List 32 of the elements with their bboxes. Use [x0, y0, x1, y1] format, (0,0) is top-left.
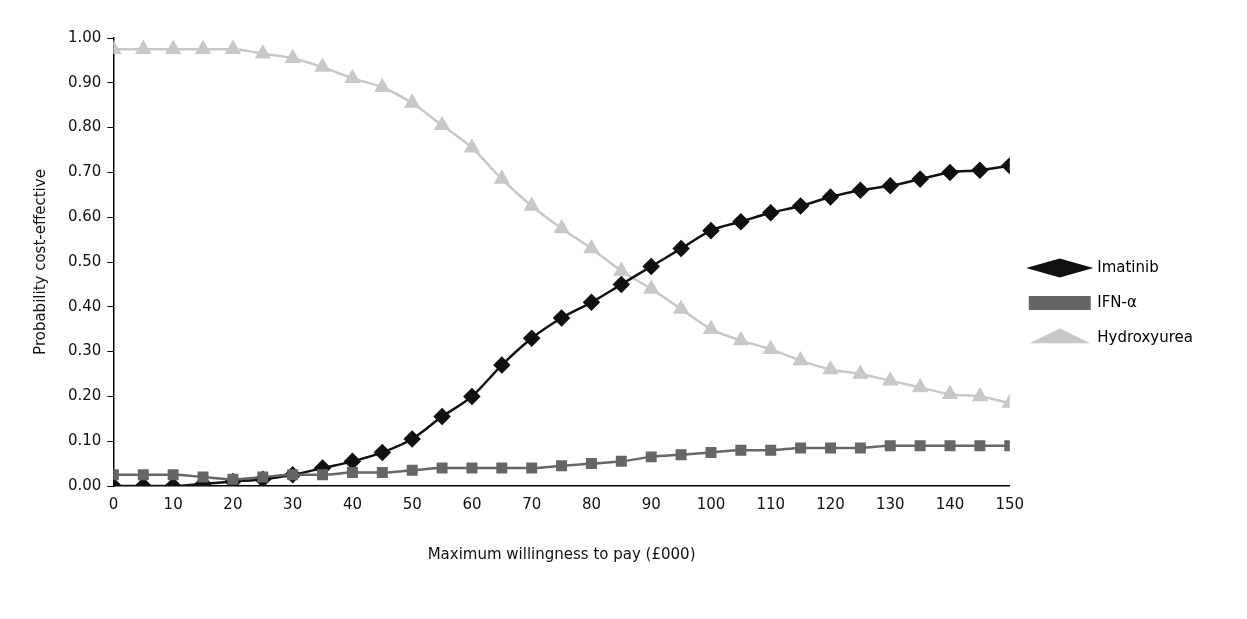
- x-tick-label: 150: [995, 494, 1025, 513]
- y-tick-label: 0.70: [67, 162, 102, 181]
- y-axis-title: Probability cost-effective: [30, 169, 49, 355]
- y-tick-label: 0.40: [67, 296, 102, 315]
- y-tick-label: 0.20: [67, 386, 102, 405]
- legend-label: Imatinib: [1097, 257, 1159, 276]
- x-tick-label: 20: [223, 494, 243, 513]
- y-tick-label: 1.00: [67, 27, 102, 46]
- x-tick-label: 140: [935, 494, 965, 513]
- x-tick-label: 130: [875, 494, 905, 513]
- y-tick-label: 0.60: [67, 207, 102, 226]
- x-tick-label: 110: [756, 494, 786, 513]
- x-tick-label: 30: [283, 494, 303, 513]
- x-tick-label: 100: [696, 494, 726, 513]
- x-tick-label: 10: [163, 494, 183, 513]
- y-tick-label: 0.90: [67, 72, 102, 91]
- y-tick-label: 0.80: [67, 117, 102, 136]
- x-tick-label: 40: [342, 494, 362, 513]
- y-tick-label: 0.10: [67, 431, 102, 450]
- x-tick-label: 0: [108, 494, 119, 513]
- y-tick-label: 0.00: [67, 475, 102, 494]
- legend-label: IFN-α: [1097, 292, 1137, 311]
- x-tick-label: 90: [641, 494, 661, 513]
- x-tick-label: 50: [402, 494, 422, 513]
- legend-label: Hydroxyurea: [1097, 327, 1193, 346]
- x-tick-label: 60: [462, 494, 482, 513]
- x-tick-label: 120: [816, 494, 845, 513]
- y-tick-label: 0.50: [67, 251, 102, 270]
- x-axis-title: Maximum willingness to pay (£000): [427, 544, 696, 563]
- y-tick-label: 0.30: [67, 341, 102, 360]
- x-tick-label: 70: [522, 494, 542, 513]
- x-tick-label: 80: [581, 494, 601, 513]
